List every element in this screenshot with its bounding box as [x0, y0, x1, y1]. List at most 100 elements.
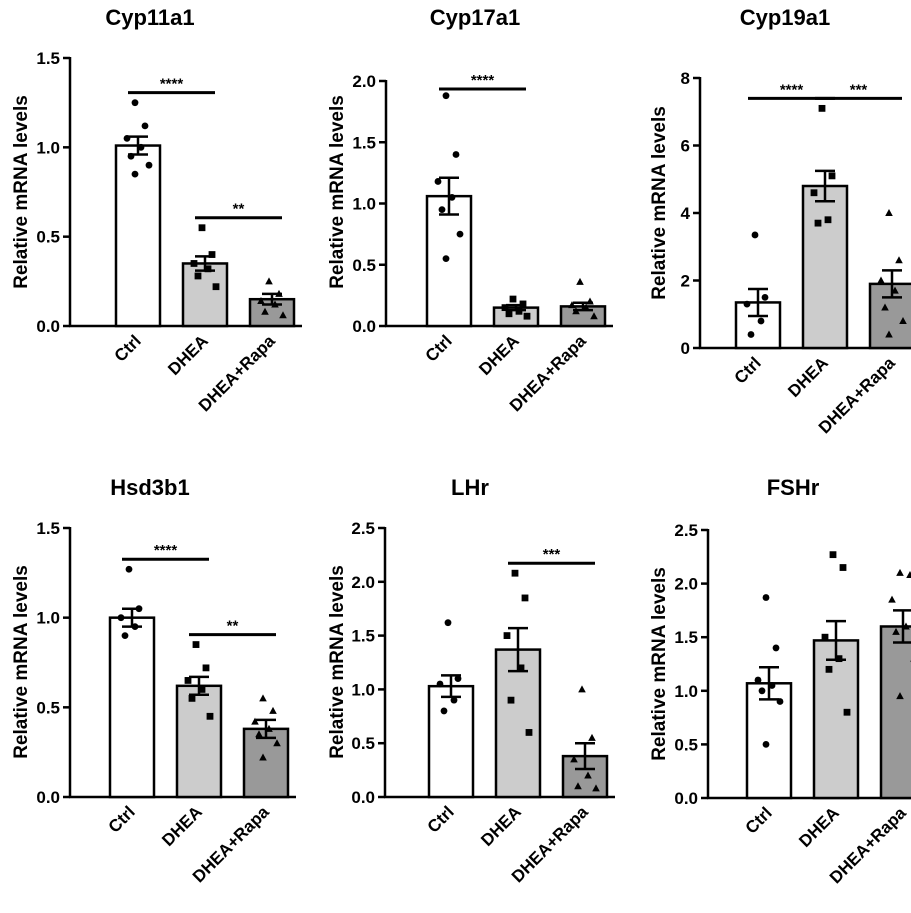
data-point — [279, 311, 287, 319]
data-point — [810, 189, 818, 197]
data-point — [509, 295, 517, 303]
x-category-label: Ctrl — [105, 802, 139, 836]
data-point — [881, 303, 889, 311]
significance-label: ** — [227, 618, 239, 635]
data-point — [570, 755, 578, 763]
data-point — [762, 594, 770, 601]
data-point — [824, 216, 832, 224]
bar-ctrl — [425, 194, 473, 328]
x-category-label: Ctrl — [742, 803, 776, 837]
y-tick-label: 1.5 — [36, 519, 60, 538]
bar-dhea — [175, 684, 223, 799]
y-tick-label: 0.0 — [36, 317, 60, 336]
chart-title: Cyp11a1 — [105, 5, 194, 30]
y-tick-label: 0.5 — [351, 734, 375, 753]
data-point — [184, 677, 192, 684]
x-category-label: DHEA — [477, 802, 524, 849]
data-point — [501, 304, 509, 312]
y-tick-label: 2.5 — [351, 519, 375, 538]
y-tick-label: 0.0 — [674, 789, 698, 808]
data-point — [762, 741, 770, 748]
y-axis-label: Relative mRNA levels — [11, 95, 32, 289]
y-tick-label: 1.0 — [352, 195, 376, 214]
data-point — [454, 675, 462, 683]
y-tick-label: 6 — [681, 137, 690, 156]
data-point — [828, 172, 836, 180]
data-point — [251, 717, 259, 725]
significance-label: **** — [471, 72, 495, 89]
data-point — [192, 641, 200, 648]
y-axis-label: Relative mRNA levels — [327, 565, 348, 759]
data-point — [117, 614, 125, 622]
data-point — [523, 312, 531, 320]
y-axis-label: Relative mRNA levels — [327, 95, 348, 289]
data-point — [145, 161, 153, 169]
x-category-label: DHEA — [475, 331, 522, 378]
data-point — [818, 104, 826, 112]
data-point — [257, 296, 265, 304]
data-point — [829, 551, 837, 559]
data-point — [273, 739, 281, 747]
significance-label: *** — [850, 81, 868, 98]
y-tick-label: 0.0 — [352, 317, 376, 336]
y-axis-label: Relative mRNA levels — [11, 565, 32, 759]
data-point — [895, 256, 903, 264]
y-tick-label: 2.0 — [674, 575, 698, 594]
significance-label: *** — [543, 546, 561, 563]
data-point — [899, 317, 907, 324]
data-point — [190, 260, 198, 267]
data-point — [440, 707, 448, 715]
data-point — [259, 694, 267, 702]
data-point — [757, 317, 765, 325]
data-point — [896, 692, 904, 700]
chart-panel-4: Hsd3b1 Relative mRNA levels 0.0 0.5 1.0 1.5 **… — [11, 475, 296, 886]
data-point — [754, 676, 762, 684]
data-point — [772, 644, 780, 652]
data-point — [576, 277, 584, 285]
data-point — [452, 151, 460, 158]
y-tick-label: 1.5 — [36, 49, 60, 68]
chart-panel-6: FSHr Relative mRNA levels 0.0 0.5 1.0 1.5 2.0 2… — [649, 475, 911, 887]
data-point — [525, 729, 533, 736]
data-point — [877, 276, 885, 284]
chart-panel-1: Cyp11a1 Relative mRNA levels 0.0 0.5 1.0 1.5 *… — [11, 5, 302, 415]
data-point — [212, 283, 220, 291]
chart-panel-5: LHr Relative mRNA levels 0.0 0.5 1.0 1.5 2.0 2.… — [327, 475, 615, 886]
y-axis-label: Relative mRNA levels — [649, 567, 670, 761]
data-point — [814, 219, 822, 227]
x-category-label: Ctrl — [731, 353, 765, 387]
data-point — [438, 206, 446, 214]
data-point — [265, 277, 273, 285]
data-point — [761, 293, 769, 301]
y-tick-label: 1.0 — [36, 138, 60, 157]
data-point — [839, 564, 847, 571]
x-category-label: DHEA — [164, 331, 211, 378]
data-point — [574, 782, 582, 790]
y-tick-label: 8 — [681, 69, 690, 88]
y-tick-label: 0.0 — [36, 788, 60, 807]
data-point — [825, 665, 833, 673]
data-point — [442, 92, 450, 100]
y-tick-label: 1.5 — [351, 627, 375, 646]
data-point — [747, 331, 755, 338]
data-point — [121, 632, 129, 639]
y-axis-label: Relative mRNA levels — [649, 106, 670, 300]
chart-title: LHr — [451, 475, 489, 500]
y-tick-label: 1.0 — [351, 680, 375, 699]
data-point — [511, 569, 519, 577]
data-point — [450, 696, 458, 704]
data-point — [768, 682, 776, 689]
data-point — [436, 680, 444, 688]
bar-ctrl — [427, 684, 475, 799]
bar-dhea — [181, 262, 229, 328]
bar-dhea-rapa — [879, 625, 911, 800]
y-tick-label: 2.5 — [674, 521, 698, 540]
data-point — [194, 272, 202, 280]
data-point — [517, 664, 525, 672]
data-point — [584, 771, 592, 779]
data-point — [843, 708, 851, 716]
data-point — [434, 178, 442, 185]
data-point — [888, 595, 896, 603]
data-point — [885, 209, 893, 216]
